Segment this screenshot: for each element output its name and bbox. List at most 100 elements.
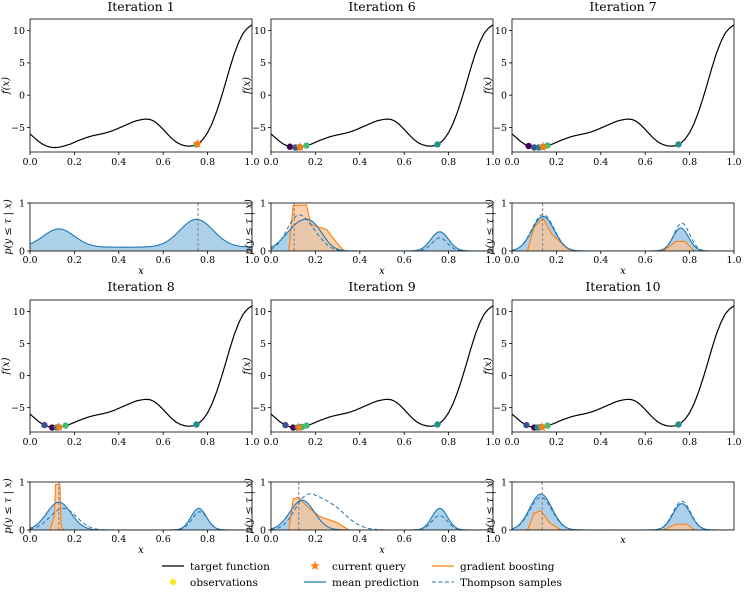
f-axes-frame xyxy=(270,299,494,433)
p-xtick-label: 0.8 xyxy=(200,534,215,545)
p-xtick-label: 0.4 xyxy=(352,255,367,266)
f-ytick-label: −5 xyxy=(252,403,266,414)
f-ytick-label: 5 xyxy=(19,339,25,350)
legend-label: observations xyxy=(190,577,258,589)
f-xtick-label: 0.4 xyxy=(352,437,367,448)
f-ytick-label: 10 xyxy=(495,307,507,318)
p-xtick-label: 0.8 xyxy=(441,534,456,545)
observation-point xyxy=(193,421,200,428)
legend-label: current query xyxy=(332,561,406,573)
p-ylabel: p(y ≤ τ | x) xyxy=(485,478,496,534)
current-query-star xyxy=(294,141,305,152)
f-ytick-label: 5 xyxy=(260,339,266,350)
legend-label: Thompson samples xyxy=(460,577,562,589)
p-axes-frame xyxy=(270,481,494,531)
p-axes-frame xyxy=(29,202,253,252)
panel-title: Iteration 6 xyxy=(348,0,415,14)
f-xtick-label: 0.6 xyxy=(638,157,653,168)
f-axes-frame xyxy=(511,18,735,153)
f-ylabel: f(x) xyxy=(1,77,12,95)
observation-point xyxy=(282,421,289,429)
observation-point xyxy=(675,421,682,428)
p-xtick-label: 0.2 xyxy=(308,534,323,545)
p-ytick-label: 1 xyxy=(501,477,507,488)
mean-prediction-line xyxy=(271,499,493,530)
p-xtick-label: 0.2 xyxy=(67,534,82,545)
f-ytick-label: 5 xyxy=(501,58,507,69)
f-xtick-label: 0.8 xyxy=(441,437,456,448)
f-ytick-label: 0 xyxy=(19,90,25,101)
f-xtick-label: 0.2 xyxy=(67,437,82,448)
p-xtick-label: 0.4 xyxy=(111,534,126,545)
p-xtick-label: 1.0 xyxy=(244,255,259,266)
f-xtick-label: 0.0 xyxy=(504,437,519,448)
p-xtick-label: 0.6 xyxy=(156,534,171,545)
f-axes-frame xyxy=(270,18,494,153)
gradient-boosting-fill xyxy=(527,218,695,251)
p-xtick-label: 0.8 xyxy=(682,255,697,266)
f-xtick-label: 0.0 xyxy=(22,437,37,448)
p-ytick-label: 1 xyxy=(260,477,266,488)
p-xtick-label: 0.6 xyxy=(156,255,171,266)
p-ylabel: p(y ≤ τ | x) xyxy=(3,199,14,255)
p-ytick-label: 0 xyxy=(19,246,25,257)
f-xtick-label: 0.6 xyxy=(638,437,653,448)
observation-point xyxy=(544,422,551,429)
f-ytick-label: 0 xyxy=(501,371,507,382)
panel-title: Iteration 8 xyxy=(107,279,174,294)
f-ylabel: f(x) xyxy=(242,77,253,95)
p-xlabel: x xyxy=(379,266,385,277)
mean-prediction-fill xyxy=(512,494,734,530)
p-xlabel: x xyxy=(620,535,626,546)
f-axes-frame xyxy=(29,299,253,433)
current-query-star xyxy=(537,421,547,432)
f-xtick-label: 0.0 xyxy=(263,157,278,168)
f-ytick-label: −5 xyxy=(11,123,25,134)
legend-item: observations xyxy=(169,577,258,589)
p-ytick-label: 1 xyxy=(260,198,266,209)
f-xtick-label: 1.0 xyxy=(726,437,741,448)
thompson-samples-line xyxy=(512,496,734,530)
current-query-star xyxy=(293,422,304,432)
f-ytick-label: 10 xyxy=(254,26,266,37)
p-xtick-label: 0.0 xyxy=(22,255,37,266)
f-xtick-label: 0.8 xyxy=(200,157,215,168)
p-xtick-label: 0.0 xyxy=(263,255,278,266)
observation-point xyxy=(303,422,310,429)
f-ytick-label: −5 xyxy=(11,403,25,414)
p-xtick-label: 0.8 xyxy=(441,255,456,266)
f-ytick-label: −5 xyxy=(493,123,507,134)
panel-title: Iteration 1 xyxy=(107,0,174,14)
f-xtick-label: 0.6 xyxy=(156,157,171,168)
observation-point xyxy=(62,422,69,429)
observation-point xyxy=(49,424,56,431)
p-xtick-label: 0.4 xyxy=(111,255,126,266)
f-ytick-label: 10 xyxy=(495,26,507,37)
f-ytick-label: 5 xyxy=(19,58,25,69)
observation-point xyxy=(434,141,441,148)
f-axes-frame xyxy=(511,299,735,433)
p-xlabel: x xyxy=(379,545,385,556)
f-xtick-label: 0.4 xyxy=(111,437,126,448)
f-xtick-label: 0.2 xyxy=(308,437,323,448)
observation-point xyxy=(286,143,294,150)
thompson-samples-line xyxy=(512,214,734,251)
p-plot-area xyxy=(271,482,493,530)
p-ylabel: p(y ≤ τ | x) xyxy=(485,199,496,255)
f-ylabel: f(x) xyxy=(483,357,494,375)
p-ylabel: p(y ≤ τ | x) xyxy=(3,478,14,534)
observation-point xyxy=(41,421,48,429)
target-function-line xyxy=(30,305,252,429)
p-xtick-label: 0.2 xyxy=(308,255,323,266)
f-xtick-label: 1.0 xyxy=(485,437,500,448)
p-xtick-label: 0.6 xyxy=(638,255,653,266)
legend-item: mean prediction xyxy=(304,577,419,589)
f-xtick-label: 0.4 xyxy=(111,157,126,168)
f-xtick-label: 0.2 xyxy=(549,157,564,168)
f-xtick-label: 0.8 xyxy=(200,437,215,448)
gradient-boosting-line xyxy=(527,510,695,530)
